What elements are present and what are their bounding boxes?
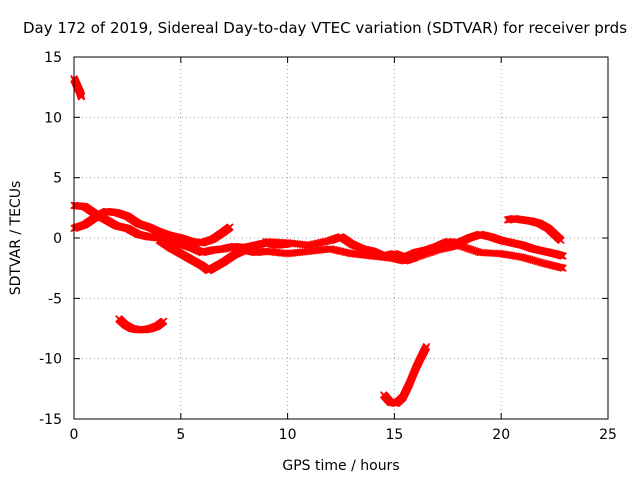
axis-ticks: 0 5 10 15 20 25 -15 -10 -5 0 5 10 15 (39, 50, 617, 443)
y-tick-label: -15 (39, 412, 62, 428)
data-point (557, 236, 565, 245)
series-segment-e (262, 230, 567, 262)
series-segment-h (503, 214, 565, 245)
y-tick-label: 0 (53, 231, 62, 247)
series-segment-a (70, 74, 86, 101)
data-point (559, 252, 567, 260)
x-axis-label: GPS time / hours (282, 458, 399, 474)
series-segment-g (379, 342, 431, 408)
data-point (159, 317, 168, 325)
chart-title: Day 172 of 2019, Sidereal Day-to-day VTE… (23, 19, 627, 37)
y-tick-label: 15 (44, 50, 62, 66)
x-tick-label: 15 (385, 427, 403, 443)
x-tick-label: 0 (70, 427, 79, 443)
series-segment-f (115, 315, 168, 334)
data-point (422, 342, 431, 351)
x-tick-label: 10 (279, 427, 297, 443)
data-point (226, 223, 234, 231)
series-segment-b (70, 201, 292, 257)
y-axis-label: SDTVAR / TECUs (8, 181, 24, 296)
x-tick-label: 5 (176, 427, 185, 443)
data-point (559, 264, 567, 272)
data-point (557, 264, 566, 272)
x-tick-label: 25 (599, 427, 617, 443)
y-tick-label: -5 (48, 291, 62, 307)
y-tick-label: 5 (53, 171, 62, 187)
data-points (70, 74, 567, 408)
series-segment-c (70, 207, 234, 247)
y-tick-label: -10 (39, 352, 62, 368)
x-tick-label: 20 (492, 427, 510, 443)
y-tick-label: 10 (44, 110, 62, 126)
data-point (77, 93, 86, 101)
